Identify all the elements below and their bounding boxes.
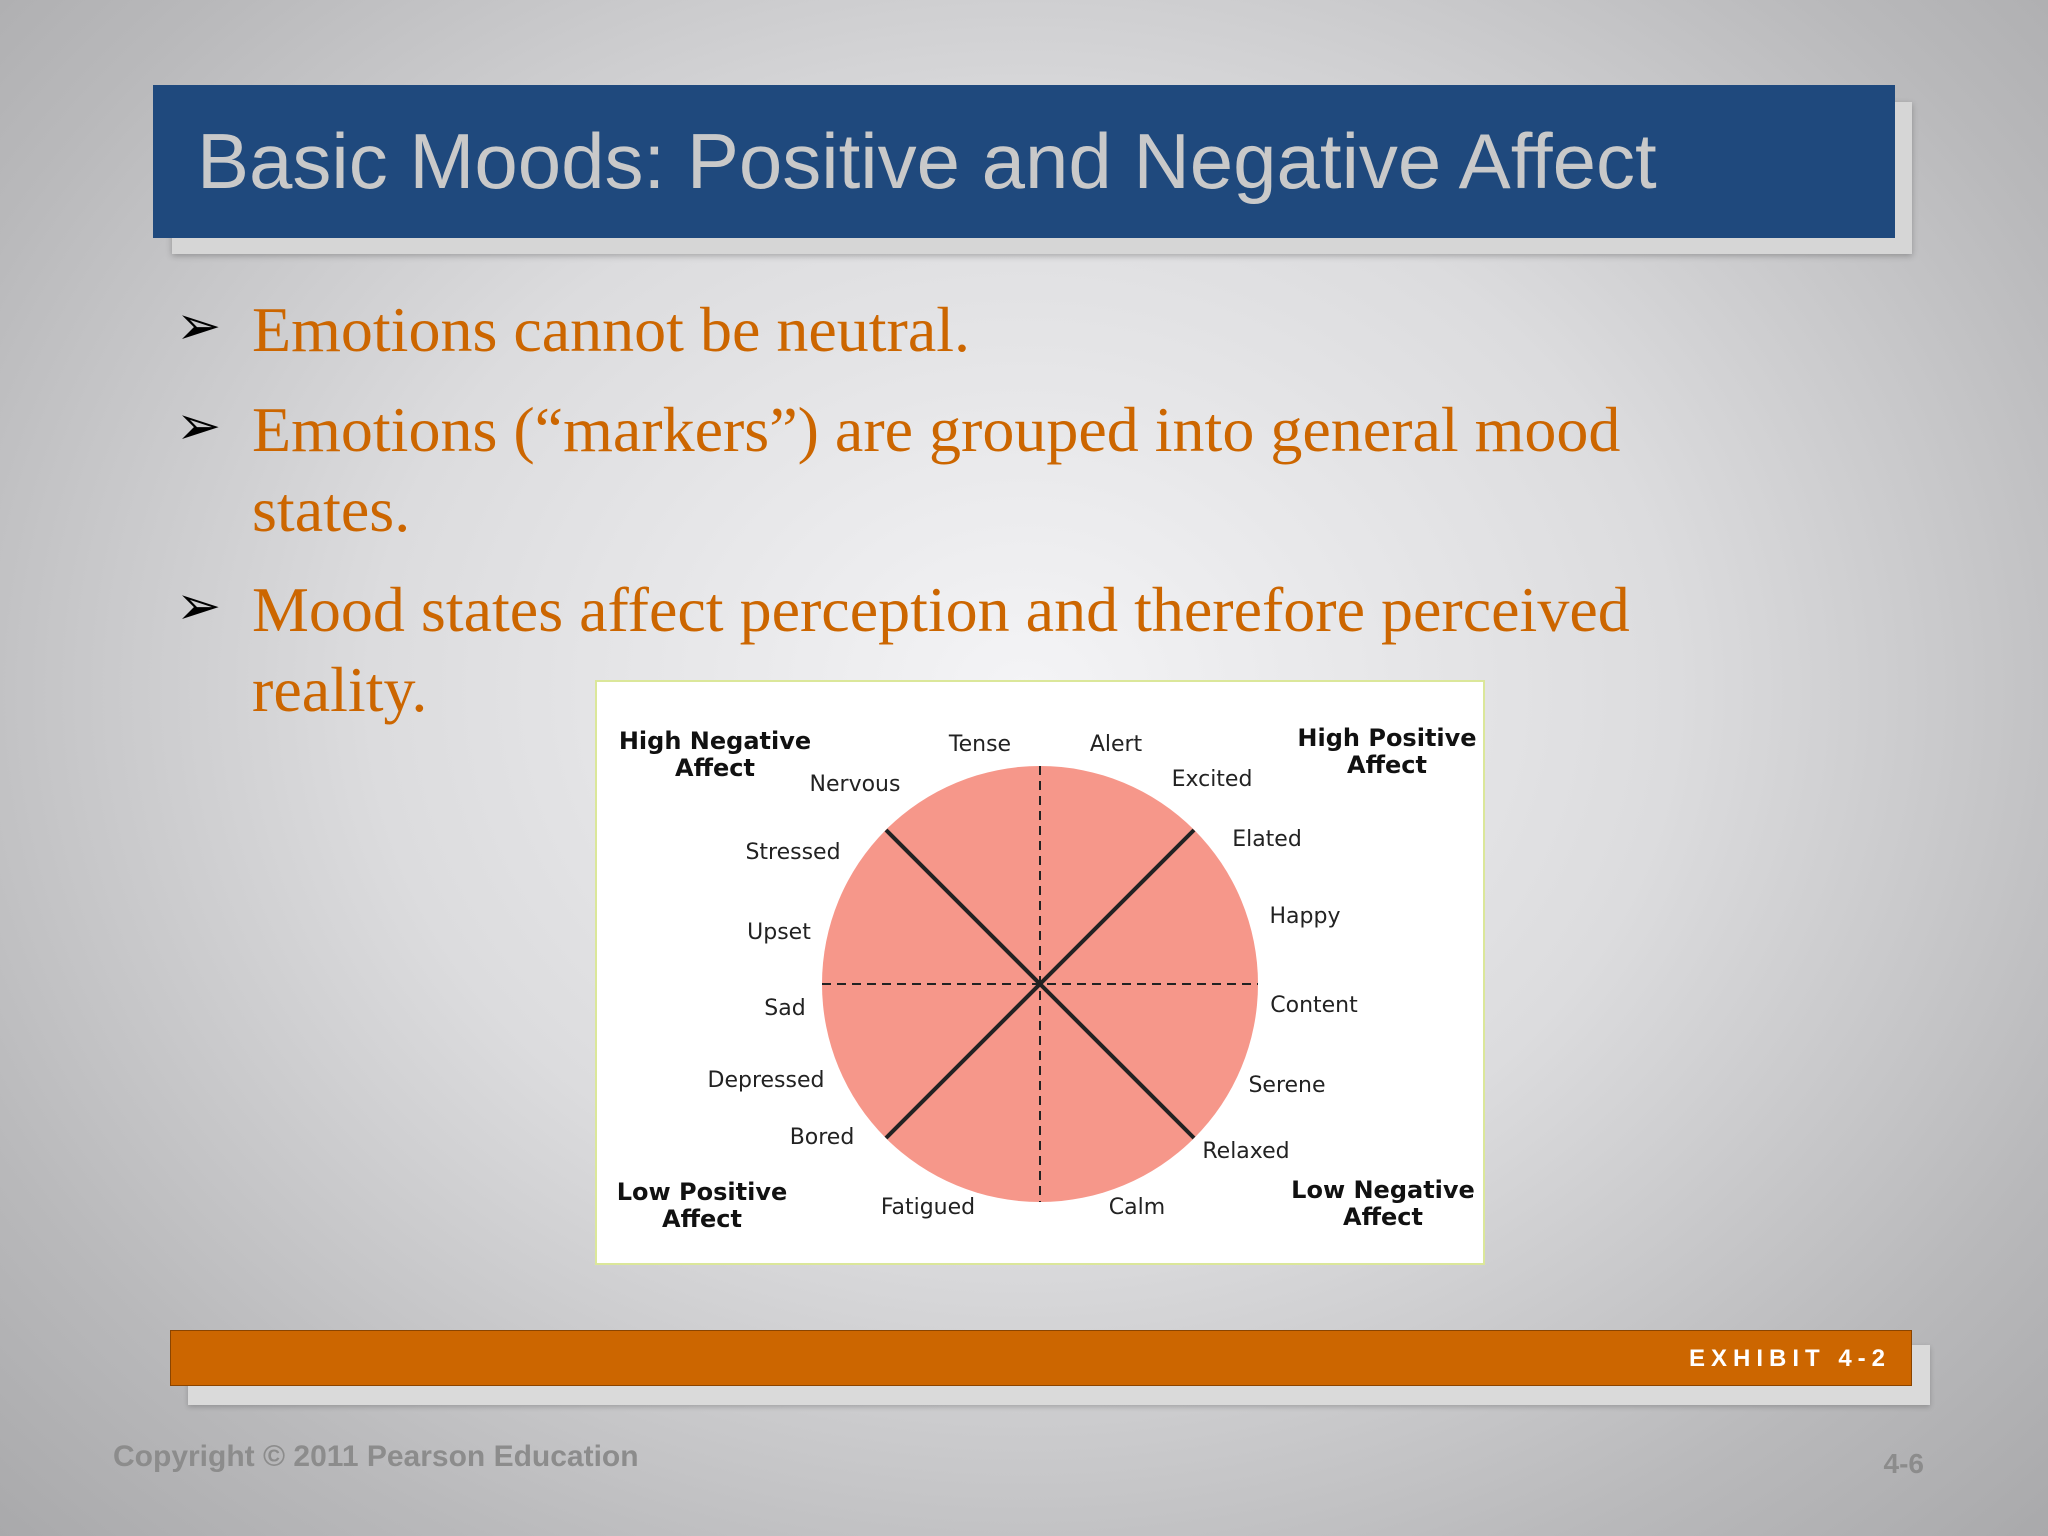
marker-elated: Elated <box>1232 827 1302 852</box>
mood-circle-diagram: High Negative Affect High Positive Affec… <box>617 724 1477 1233</box>
quadrant-label-low-negative: Low Negative <box>1291 1176 1475 1204</box>
exhibit-label: EXHIBIT 4-2 <box>1688 1345 1891 1372</box>
slide-number: 4-6 <box>1883 1448 1924 1479</box>
marker-relaxed: Relaxed <box>1202 1139 1289 1164</box>
marker-fatigued: Fatigued <box>881 1195 975 1220</box>
quadrant-label-low-positive: Low Positive <box>617 1178 788 1206</box>
marker-excited: Excited <box>1172 767 1253 792</box>
bullet-list: ➢ Emotions cannot be neutral. ➢ Emotions… <box>172 290 1752 750</box>
marker-serene: Serene <box>1248 1073 1325 1098</box>
bullet-text: Emotions cannot be neutral. <box>252 294 971 365</box>
bullet-item: ➢ Emotions (“markers”) are grouped into … <box>172 390 1752 550</box>
copyright-text: Copyright © 2011 Pearson Education <box>113 1440 639 1473</box>
positive-affect-axis <box>884 828 1196 1140</box>
marker-stressed: Stressed <box>745 840 840 865</box>
bullet-item: ➢ Emotions cannot be neutral. <box>172 290 1752 370</box>
quadrant-label-high-negative: Affect <box>675 754 755 782</box>
marker-alert: Alert <box>1090 732 1143 757</box>
marker-bored: Bored <box>790 1125 855 1150</box>
marker-tense: Tense <box>948 732 1011 757</box>
bullet-text: Mood states affect perception and theref… <box>252 574 1630 725</box>
marker-happy: Happy <box>1270 904 1341 929</box>
marker-upset: Upset <box>747 920 811 945</box>
arrow-bullet-icon: ➢ <box>176 294 222 357</box>
quadrant-label-low-positive: Affect <box>662 1205 742 1233</box>
quadrant-label-high-positive: Affect <box>1347 751 1427 779</box>
marker-content: Content <box>1270 993 1358 1018</box>
arrow-bullet-icon: ➢ <box>176 394 222 457</box>
mood-diagram: High Negative Affect High Positive Affec… <box>595 680 1485 1265</box>
marker-nervous: Nervous <box>810 772 901 797</box>
marker-calm: Calm <box>1109 1195 1165 1220</box>
arrow-bullet-icon: ➢ <box>176 574 222 637</box>
bullet-item: ➢ Mood states affect perception and ther… <box>172 570 1752 730</box>
quadrant-label-high-positive: High Positive <box>1297 724 1476 752</box>
exhibit-bar: EXHIBIT 4-2 <box>170 1330 1912 1386</box>
marker-depressed: Depressed <box>708 1068 825 1093</box>
bullet-text: Emotions (“markers”) are grouped into ge… <box>252 394 1621 545</box>
quadrant-label-low-negative: Affect <box>1343 1203 1423 1231</box>
slide-title: Basic Moods: Positive and Negative Affec… <box>197 117 1657 205</box>
title-bar: Basic Moods: Positive and Negative Affec… <box>153 85 1895 238</box>
marker-sad: Sad <box>764 996 805 1021</box>
quadrant-label-high-negative: High Negative <box>619 727 811 755</box>
